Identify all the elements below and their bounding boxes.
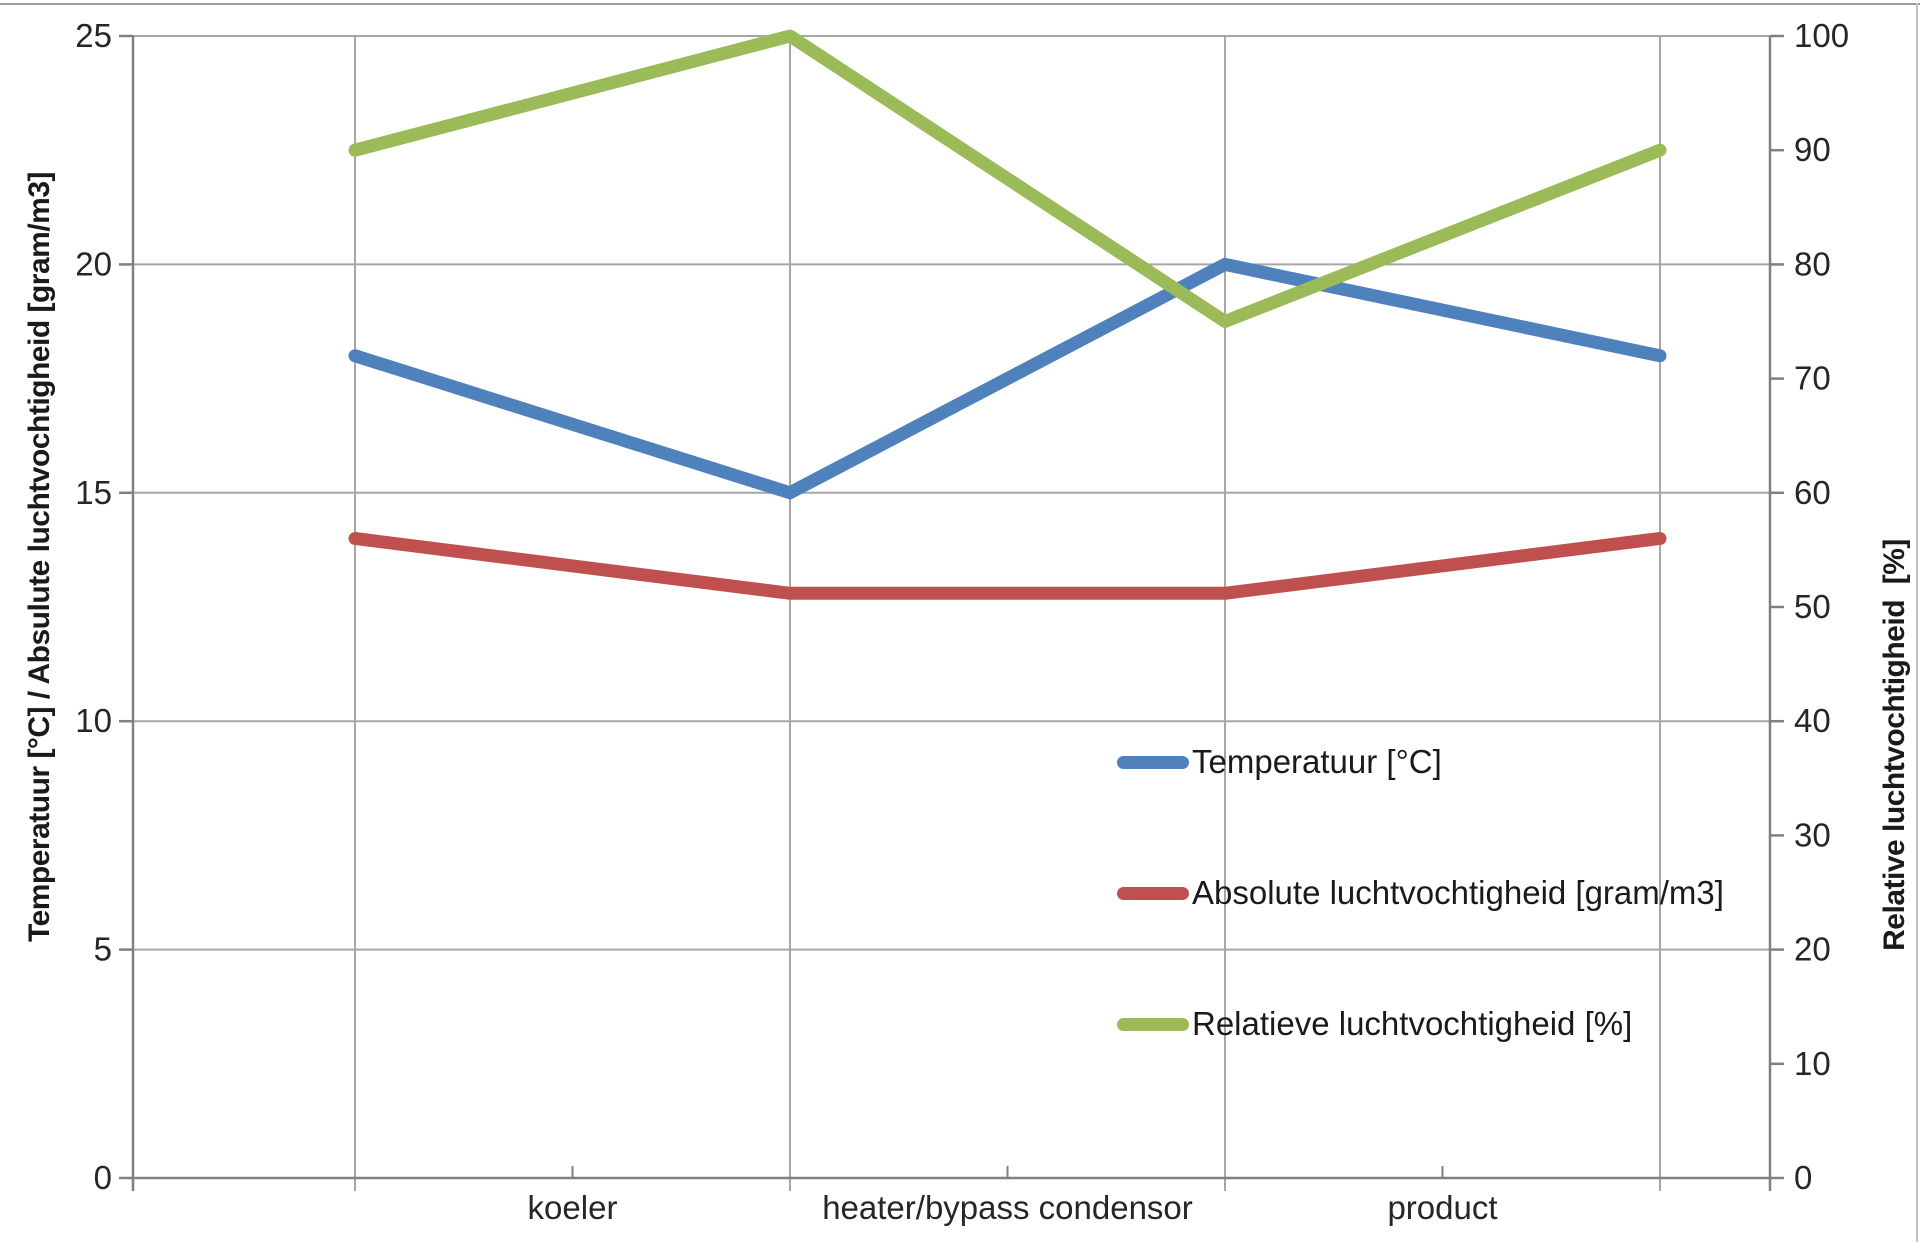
right-axis-tick-label: 90 bbox=[1794, 131, 1831, 168]
left-axis-tick-label: 20 bbox=[75, 245, 112, 282]
left-axis-tick-label: 0 bbox=[94, 1159, 112, 1196]
legend-label: Relatieve luchtvochtigheid [%] bbox=[1192, 1005, 1633, 1042]
right-axis-tick-label: 20 bbox=[1794, 931, 1831, 968]
legend-label: Temperatuur [°C] bbox=[1192, 743, 1442, 780]
legend-item: Temperatuur [°C] bbox=[1117, 738, 1442, 786]
legend-item: Relatieve luchtvochtigheid [%] bbox=[1117, 1000, 1632, 1048]
x-axis-tick-label: heater/bypass condensor bbox=[822, 1189, 1193, 1226]
left-axis-tick-label: 25 bbox=[75, 17, 112, 54]
legend-marker bbox=[1117, 1017, 1189, 1031]
right-axis-tick-label: 60 bbox=[1794, 474, 1831, 511]
legend-item: Absolute luchtvochtigheid [gram/m3] bbox=[1117, 869, 1724, 917]
series-line-relative-rh bbox=[348, 29, 1667, 328]
right-axis-tick-label: 50 bbox=[1794, 588, 1831, 625]
right-axis-title: Relative luchtvochtigheid [%] bbox=[1878, 539, 1911, 951]
series-line-absolute-ah bbox=[348, 531, 1667, 600]
chart-border-right bbox=[1916, 3, 1918, 1242]
left-axis-tick-label: 10 bbox=[75, 702, 112, 739]
legend-marker bbox=[1117, 755, 1189, 769]
left-axis-title: Temperatuur [°C] / Absulute luchtvochtig… bbox=[23, 171, 56, 943]
right-axis-tick-label: 0 bbox=[1794, 1159, 1812, 1196]
right-axis-tick-label: 30 bbox=[1794, 816, 1831, 853]
right-axis-tick-label: 10 bbox=[1794, 1045, 1831, 1082]
chart-border-top bbox=[0, 3, 1920, 5]
x-axis-tick-label: koeler bbox=[528, 1189, 618, 1226]
left-axis-tick-label: 15 bbox=[75, 474, 112, 511]
series-line-temperatuur bbox=[348, 257, 1667, 500]
x-axis-tick-label: product bbox=[1387, 1189, 1497, 1226]
legend-label: Absolute luchtvochtigheid [gram/m3] bbox=[1192, 874, 1724, 911]
legend-marker bbox=[1117, 886, 1189, 900]
right-axis-tick-label: 70 bbox=[1794, 360, 1831, 397]
left-axis-tick-label: 5 bbox=[94, 931, 112, 968]
right-axis-tick-label: 100 bbox=[1794, 17, 1849, 54]
right-axis-tick-label: 40 bbox=[1794, 702, 1831, 739]
right-axis-tick-label: 80 bbox=[1794, 245, 1831, 282]
